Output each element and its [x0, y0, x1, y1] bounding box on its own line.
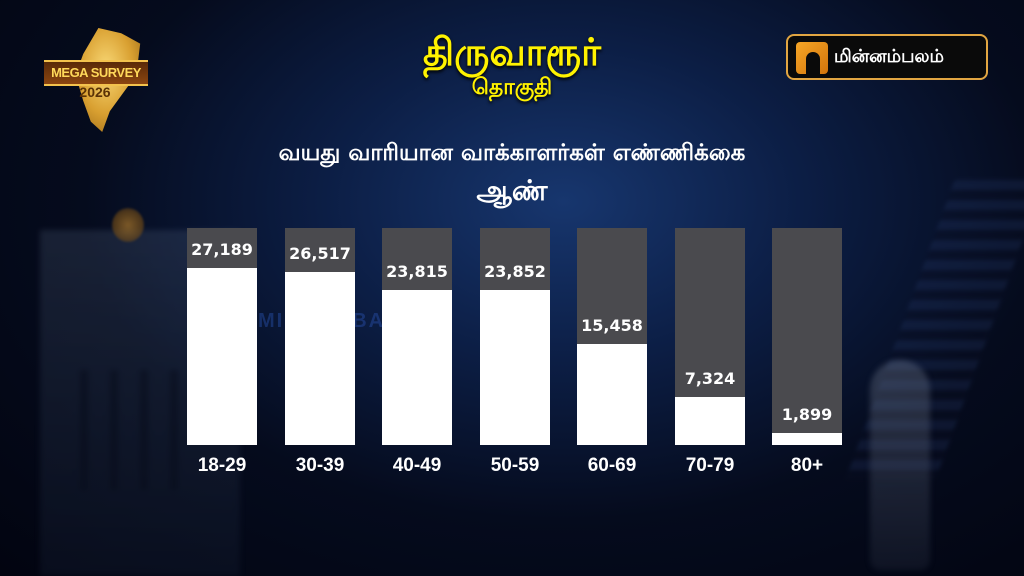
bar-value-label: 15,458 [581, 316, 643, 335]
bar-fill [285, 272, 355, 445]
bar-fill [772, 433, 842, 445]
chart-title: வயது வாரியான வாக்காளர்கள் எண்ணிக்கை [278, 140, 746, 166]
bar-fill [480, 290, 550, 445]
constituency-subtitle: தொகுதி [471, 75, 553, 100]
bar-50-59: 23,852 [480, 228, 550, 445]
category-label: 60-69 [587, 455, 637, 476]
category-label: 50-59 [490, 455, 540, 476]
bar-value-label: 26,517 [289, 244, 351, 263]
mega-survey-label: MEGA SURVEY [44, 60, 148, 86]
brand-logo: மின்னம்பலம் [786, 34, 988, 80]
category-label: 30-39 [295, 455, 345, 476]
mega-survey-year: 2026 [79, 84, 111, 100]
bar-fill [187, 268, 257, 445]
bar-fill [382, 290, 452, 445]
bar-60-69: 15,458 [577, 228, 647, 445]
category-label: 18-29 [197, 455, 247, 476]
category-label: 70-79 [685, 455, 735, 476]
bar-80-plus: 1,899 [772, 228, 842, 445]
bar-40-49: 23,815 [382, 228, 452, 445]
bar-value-label: 23,815 [386, 262, 448, 281]
bar-value-label: 27,189 [191, 240, 253, 259]
ink-finger-image [870, 360, 930, 570]
bar-value-label: 23,852 [484, 262, 546, 281]
bar-30-39: 26,517 [285, 228, 355, 445]
chart-subtitle: ஆண் [476, 174, 548, 207]
bar-value-label: 1,899 [781, 405, 833, 424]
bar-fill [675, 397, 745, 445]
emblem-image [112, 208, 144, 242]
bar-70-79: 7,324 [675, 228, 745, 445]
mega-survey-logo: MEGA SURVEY 2026 [40, 22, 150, 134]
bar-value-label: 7,324 [684, 369, 736, 388]
category-label: 40-49 [392, 455, 442, 476]
bar-18-29: 27,189 [187, 228, 257, 445]
category-label: 80+ [790, 455, 824, 476]
constituency-title: திருவாரூர் [422, 30, 602, 74]
brand-name: மின்னம்பலம் [834, 46, 944, 67]
bar-fill [577, 344, 647, 445]
minnambalam-m-icon [796, 42, 828, 74]
